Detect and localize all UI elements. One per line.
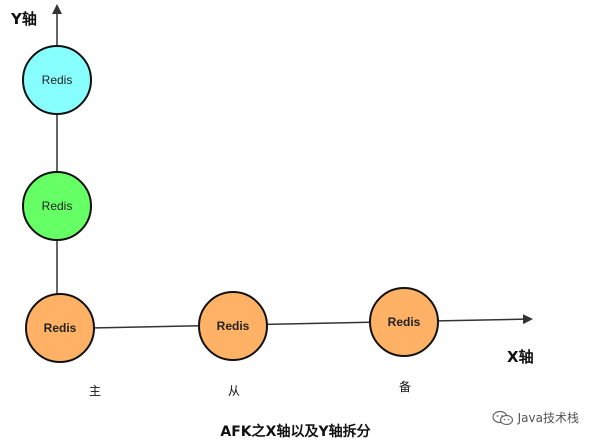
redis-node-label: Redis (42, 199, 73, 213)
y-axis-label: Y轴 (11, 10, 37, 28)
watermark-text: Java技术栈 (517, 411, 579, 425)
watermark: Java技术栈 (492, 409, 579, 426)
redis-node-label: Redis (388, 315, 421, 329)
redis-node-label: Redis (217, 319, 250, 333)
diagram-caption: AFK之X轴以及Y轴拆分 (220, 424, 371, 440)
redis-node-y-middle: Redis (22, 171, 92, 241)
role-label-primary: 主 (89, 384, 102, 398)
x-axis-line (89, 314, 533, 329)
redis-node-x-middle: Redis (198, 291, 268, 361)
redis-node-x-right: Redis (369, 287, 439, 357)
redis-node-y-top: Redis (22, 45, 92, 115)
role-label-replica: 从 (228, 384, 241, 398)
redis-node-label: Redis (44, 321, 77, 335)
role-label-standby: 备 (399, 380, 412, 394)
x-axis-label: X轴 (507, 348, 534, 366)
redis-node-origin: Redis (25, 293, 95, 363)
redis-node-label: Redis (42, 73, 73, 87)
wechat-icon (492, 410, 513, 425)
